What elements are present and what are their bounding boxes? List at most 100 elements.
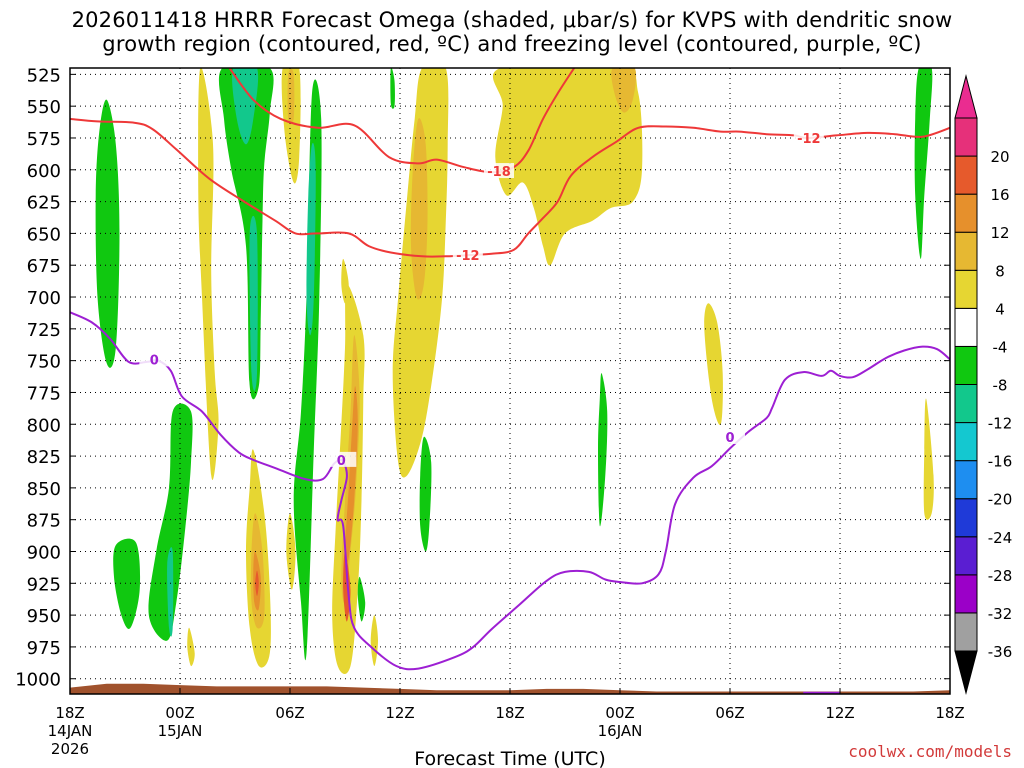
contour-label-1: -12 (456, 249, 480, 264)
colorbar-label-1: -32 (988, 605, 1013, 623)
contour-label-bg-3 (139, 351, 170, 367)
omega-region-15 (598, 373, 608, 527)
contour-label-bg-0 (484, 163, 514, 179)
colorbar-label-6: -12 (988, 415, 1013, 433)
contour-label-5: 0 (725, 431, 734, 446)
omega-region-33 (370, 615, 378, 666)
x-tick-label-12: 06Z (275, 704, 304, 722)
x-tick-date-6: 15JAN (158, 722, 203, 740)
colorbar-bin-13 (954, 117, 978, 157)
colorbar-label-10: 8 (995, 262, 1005, 280)
omega-region-16 (704, 303, 723, 426)
omega-region-1 (198, 68, 219, 480)
colorbar-bin-11 (954, 193, 978, 233)
omega-region-6 (287, 68, 295, 125)
colorbar-label-12: 16 (990, 186, 1009, 204)
contour-line-0 (228, 68, 576, 174)
y-tick-label-575: 575 (27, 129, 61, 150)
colorbar-under-arrow (954, 650, 978, 695)
y-tick-label-925: 925 (27, 574, 61, 595)
colorbar-label-11: 12 (990, 224, 1009, 242)
y-tick-label-750: 750 (27, 352, 61, 373)
temperature-contours: -18 -12 -12 0 0 0 (70, 68, 950, 694)
x-tick-label-24: 18Z (495, 704, 524, 722)
omega-region-32 (357, 576, 366, 622)
x-tick-date-30: 16JAN (598, 722, 643, 740)
contour-label-3: 0 (150, 353, 159, 368)
contour-label-4: 0 (337, 454, 346, 469)
colorbar-label-4: -20 (988, 491, 1013, 509)
colorbar-label-9: 4 (995, 300, 1005, 318)
y-tick-label-1000: 1000 (15, 670, 61, 691)
y-tick-label-875: 875 (27, 511, 61, 532)
x-tick-label-30: 00Z (605, 704, 634, 722)
omega-region-2 (218, 68, 274, 400)
contour-label-bg-5 (715, 428, 745, 444)
colorbar-bin-9 (954, 269, 978, 309)
y-axis: 525 550 575 600 625 650 675 700 725 750 775 800 825 8… (15, 65, 950, 691)
y-tick-label-550: 550 (27, 97, 61, 118)
colorbar-bin-12 (954, 155, 978, 195)
y-tick-label-775: 775 (27, 383, 61, 404)
y-tick-label-725: 725 (27, 320, 61, 341)
contour-label-0: -18 (487, 165, 511, 180)
site-credit: coolwx.com/models (848, 742, 1012, 761)
grid-lines (69, 68, 951, 694)
colorbar: -36 -32 -28 -24 -20 -16 -12 -8 -4 4 8 12 16 20 (954, 74, 1013, 695)
x-tick-label-18: 12Z (385, 704, 414, 722)
x-tick-label-42: 12Z (825, 704, 854, 722)
colorbar-bin-1 (954, 574, 978, 614)
y-tick-label-975: 975 (27, 638, 61, 659)
y-tick-label-600: 600 (27, 161, 61, 182)
colorbar-bin-7 (954, 345, 978, 385)
colorbar-label-7: -8 (993, 377, 1008, 395)
colorbar-label-3: -24 (988, 529, 1013, 547)
y-tick-label-800: 800 (27, 415, 61, 436)
y-tick-label-700: 700 (27, 288, 61, 309)
x-axis-label: Forecast Time (UTC) (414, 748, 605, 768)
y-tick-label-900: 900 (27, 542, 61, 563)
colorbar-label-13: 20 (990, 148, 1009, 166)
colorbar-bin-6 (954, 384, 978, 424)
x-tick-label-48: 18Z (935, 704, 964, 722)
omega-region-17 (914, 68, 933, 259)
colorbar-bin-10 (954, 231, 978, 271)
omega-region-5 (281, 68, 301, 184)
contour-label-2: -12 (797, 132, 821, 147)
x-tick-date-0: 14JAN (48, 722, 93, 740)
x-tick-label-36: 06Z (715, 704, 744, 722)
contour-label-bg-4 (326, 451, 357, 467)
x-tick-label-6: 00Z (165, 704, 194, 722)
omega-region-30 (345, 386, 358, 563)
colorbar-label-2: -28 (988, 567, 1013, 585)
contour-label-bg-2 (793, 129, 824, 145)
y-tick-label-650: 650 (27, 224, 61, 245)
chart-title: 2026011418 HRRR Forecast Omega (shaded, … (0, 8, 1024, 56)
omega-region-18 (923, 398, 934, 520)
colorbar-bin-2 (954, 536, 978, 576)
colorbar-label-8: -4 (993, 338, 1008, 356)
colorbar-bin-0 (954, 612, 978, 652)
chart-title-line2: growth region (contoured, red, ºC) and f… (102, 32, 922, 56)
omega-region-13 (493, 68, 643, 266)
omega-region-19 (148, 403, 193, 641)
omega-region-34 (419, 436, 432, 552)
y-tick-label-825: 825 (27, 447, 61, 468)
colorbar-bin-4 (954, 460, 978, 500)
chart-title-line1: 2026011418 HRRR Forecast Omega (shaded, … (71, 8, 953, 32)
omega-region-10 (390, 68, 395, 109)
y-tick-label-525: 525 (27, 65, 61, 86)
y-tick-label-675: 675 (27, 256, 61, 277)
colorbar-over-arrow (954, 74, 978, 119)
omega-region-14 (611, 68, 637, 113)
colorbar-label-5: -16 (988, 453, 1013, 471)
x-tick-year-0: 2026 (51, 740, 89, 758)
colorbar-bin-3 (954, 498, 978, 538)
omega-region-21 (167, 547, 174, 637)
omega-region-8 (306, 142, 316, 336)
omega-shading (95, 68, 934, 675)
omega-region-4 (249, 215, 258, 391)
contour-line-3 (70, 311, 950, 671)
